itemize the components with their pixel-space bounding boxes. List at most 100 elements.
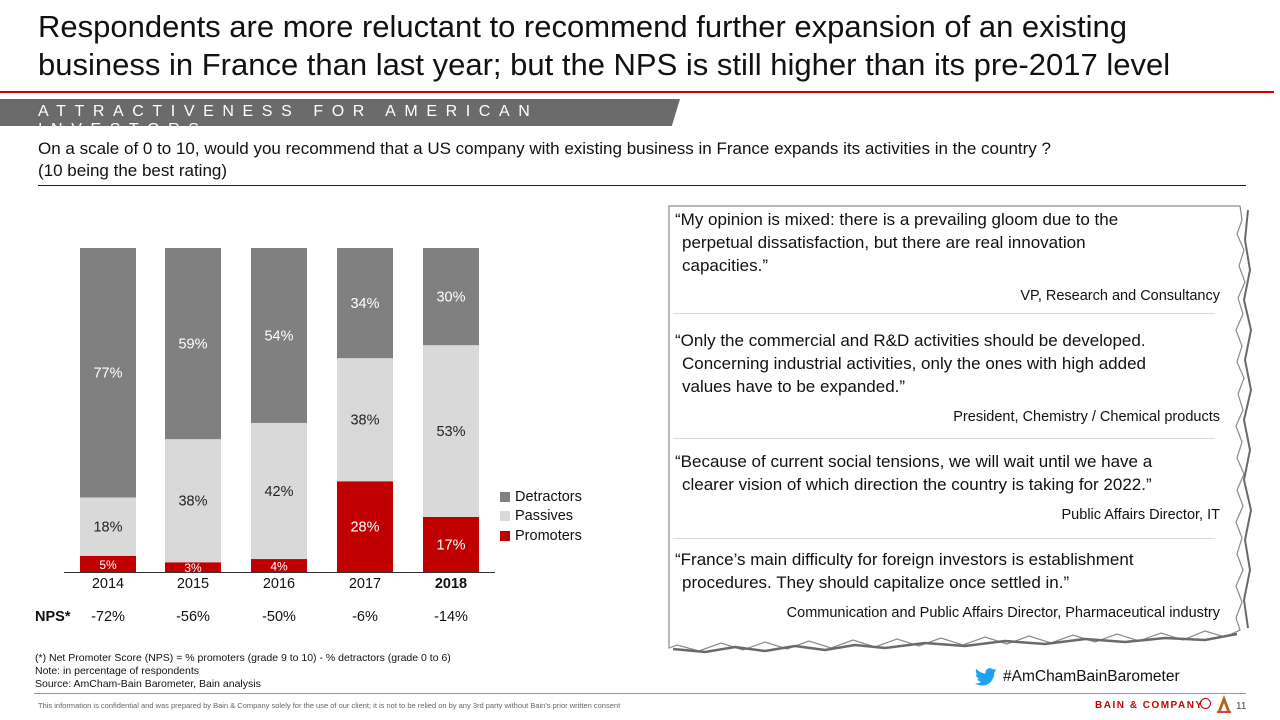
- data-label-promoters-2017: 28%: [350, 520, 379, 536]
- page-title: Respondents are more reluctant to recomm…: [38, 8, 1258, 84]
- footnote-source: Source: AmCham-Bain Barometer, Bain anal…: [35, 678, 261, 690]
- twitter-bird-icon: [975, 668, 997, 686]
- footnote-nps-definition: (*) Net Promoter Score (NPS) = % promote…: [35, 652, 451, 664]
- quote-line: capacities.”: [682, 256, 768, 275]
- legend-label-promoters: Promoters: [515, 527, 582, 544]
- quote-divider: [673, 538, 1215, 539]
- data-label-detractors-2015: 59%: [178, 337, 207, 353]
- quote-text: “Only the commercial and R&D activities …: [675, 329, 1220, 398]
- torn-paper-background: [668, 205, 1253, 654]
- bain-circle-icon: [1200, 698, 1211, 709]
- title-line-2: business in France than last year; but t…: [38, 47, 1171, 82]
- section-label: ATTRACTIVENESS FOR AMERICAN INVESTORS: [38, 103, 539, 138]
- confidentiality-notice: This information is confidential and was…: [38, 701, 621, 710]
- nps-value-2017: -6%: [352, 609, 378, 625]
- quote-line: “Because of current social tensions, we …: [675, 452, 1153, 471]
- quote-line: clearer vision of which direction the co…: [682, 475, 1152, 494]
- amcham-logo-icon: [1217, 695, 1231, 713]
- bar-promoters-2018: [423, 516, 479, 572]
- nps-value-2016: -50%: [262, 609, 296, 625]
- chart-legend: Detractors Passives Promoters: [500, 487, 582, 546]
- legend-item-detractors: Detractors: [500, 487, 582, 507]
- nps-value-2015: -56%: [176, 609, 210, 625]
- quote-text: “My opinion is mixed: there is a prevail…: [675, 208, 1220, 277]
- bar-promoters-2016: [251, 559, 307, 572]
- data-label-detractors-2018: 30%: [436, 290, 465, 306]
- legend-label-passives: Passives: [515, 508, 574, 525]
- bar-promoters-2014: [80, 555, 136, 572]
- quote-divider: [673, 313, 1215, 314]
- quote-block-2: “Only the commercial and R&D activities …: [675, 329, 1220, 425]
- x-tick-label-2018: 2018: [435, 576, 467, 592]
- quote-text: “France’s main difficulty for foreign in…: [675, 548, 1220, 594]
- bar-passives-2018: [423, 345, 479, 517]
- x-tick-label-2015: 2015: [177, 576, 209, 592]
- footnote-note: Note: in percentage of respondents: [35, 665, 200, 677]
- x-tick-label-2016: 2016: [263, 576, 295, 592]
- bar-detractors-2015: [165, 248, 221, 440]
- quote-line: “My opinion is mixed: there is a prevail…: [675, 210, 1119, 229]
- quotes-panel: “My opinion is mixed: there is a prevail…: [665, 200, 1255, 660]
- quote-line: “France’s main difficulty for foreign in…: [675, 550, 1134, 569]
- bar-passives-2015: [165, 439, 221, 563]
- bar-detractors-2018: [423, 248, 479, 346]
- legend-swatch-detractors: [500, 491, 510, 502]
- page-number: 11: [1236, 701, 1247, 712]
- bar-detractors-2017: [337, 248, 393, 359]
- quote-line: “Only the commercial and R&D activities …: [675, 331, 1146, 350]
- data-label-passives-2016: 42%: [264, 484, 293, 500]
- quote-block-3: “Because of current social tensions, we …: [675, 450, 1220, 523]
- bar-detractors-2016: [251, 248, 307, 423]
- data-label-promoters-2015: 3%: [184, 561, 202, 575]
- quote-block-4: “France’s main difficulty for foreign in…: [675, 548, 1220, 621]
- hashtag[interactable]: #AmChamBainBarometer: [975, 668, 1180, 686]
- bar-detractors-2014: [80, 248, 136, 498]
- quote-line: perpetual dissatisfaction, but there are…: [682, 233, 1086, 252]
- data-label-passives-2018: 53%: [436, 424, 465, 440]
- quote-attribution: President, Chemistry / Chemical products: [953, 409, 1220, 425]
- title-divider: [0, 91, 1274, 93]
- quote-line: procedures. They should capitalize once …: [682, 573, 1070, 592]
- legend-swatch-passives: [500, 511, 510, 522]
- x-tick-label-2017: 2017: [349, 576, 381, 592]
- data-label-passives-2017: 38%: [350, 413, 379, 429]
- data-label-detractors-2016: 54%: [264, 328, 293, 344]
- data-label-promoters-2018: 17%: [436, 537, 465, 553]
- bar-passives-2014: [80, 497, 136, 556]
- question-divider: [38, 185, 1246, 186]
- data-label-passives-2015: 38%: [178, 494, 207, 510]
- legend-item-passives: Passives: [500, 507, 582, 527]
- quote-line: Concerning industrial activities, only t…: [682, 354, 1146, 373]
- bain-brand: BAIN & COMPANY: [1095, 700, 1204, 711]
- quote-line: values have to be expanded.”: [682, 377, 906, 396]
- quote-attribution: Communication and Public Affairs Directo…: [786, 605, 1220, 621]
- legend-swatch-promoters: [500, 530, 510, 541]
- bar-passives-2017: [337, 358, 393, 482]
- question-line-1: On a scale of 0 to 10, would you recomme…: [38, 139, 1051, 158]
- footer-divider: [34, 693, 1246, 694]
- footnotes: (*) Net Promoter Score (NPS) = % promote…: [35, 652, 451, 691]
- quote-divider: [673, 438, 1215, 439]
- data-label-detractors-2017: 34%: [350, 296, 379, 312]
- x-tick-label-2014: 2014: [92, 576, 124, 592]
- legend-label-detractors: Detractors: [515, 488, 582, 505]
- data-label-promoters-2016: 4%: [270, 560, 288, 574]
- bar-promoters-2015: [165, 562, 221, 572]
- bar-passives-2016: [251, 422, 307, 560]
- data-label-promoters-2014: 5%: [99, 558, 117, 572]
- stacked-bar-chart: 5% 18% 77% 2014 -72% 3% 38% 59% 2015 -56% 4% 42% 54%…: [35, 248, 495, 625]
- bar-promoters-2017: [337, 481, 393, 572]
- data-label-detractors-2014: 77%: [93, 366, 122, 382]
- question-line-2: (10 being the best rating): [38, 161, 228, 180]
- quote-block-1: “My opinion is mixed: there is a prevail…: [675, 208, 1220, 304]
- quote-attribution: VP, Research and Consultancy: [1020, 288, 1220, 304]
- hashtag-text: #AmChamBainBarometer: [1003, 668, 1180, 685]
- data-label-passives-2014: 18%: [93, 520, 122, 536]
- survey-question: On a scale of 0 to 10, would you recomme…: [38, 138, 1253, 182]
- nps-row-label: NPS*: [35, 609, 71, 625]
- section-banner: ATTRACTIVENESS FOR AMERICAN INVESTORS: [0, 99, 680, 126]
- legend-item-promoters: Promoters: [500, 526, 582, 546]
- nps-value-2018: -14%: [434, 609, 468, 625]
- nps-value-2014: -72%: [91, 609, 125, 625]
- quote-attribution: Public Affairs Director, IT: [1061, 507, 1220, 523]
